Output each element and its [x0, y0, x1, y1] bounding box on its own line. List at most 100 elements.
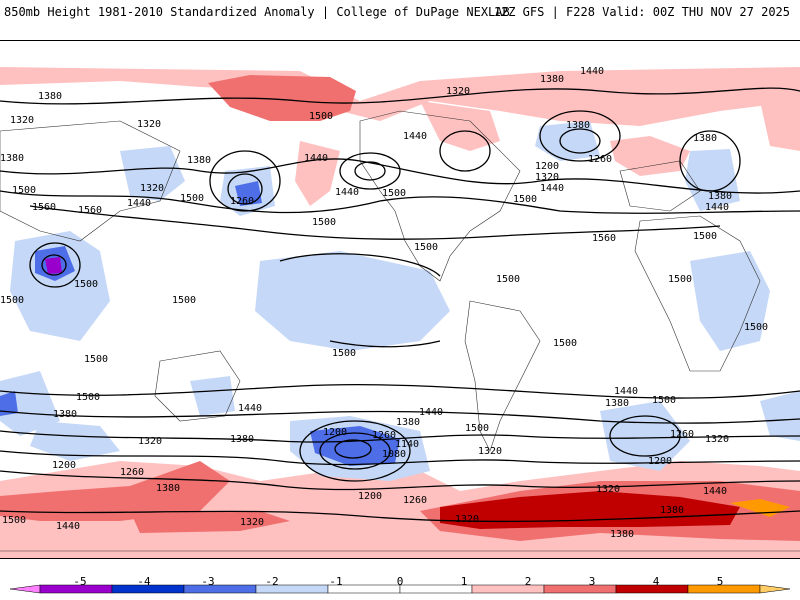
- south-america-outline: [464, 300, 541, 452]
- contour-label: 1380: [693, 133, 717, 144]
- contour-label: 1320: [535, 172, 559, 183]
- negative-anomaly-s-atlantic: [600, 401, 690, 471]
- contour-label: 1500: [414, 242, 438, 253]
- map-title: 850mb Height 1981-2010 Standardized Anom…: [4, 5, 510, 19]
- contour-label: 1440: [703, 486, 727, 497]
- contour-1500-south: [0, 384, 800, 399]
- contour-label: 1440: [56, 521, 80, 532]
- contour-label: 1500: [652, 395, 676, 406]
- contour-label: 1320: [137, 119, 161, 130]
- contour-labels: 1380 1380 1440 1320 1320 1320 1380 1380 …: [0, 66, 768, 540]
- contour-label: 1380: [566, 120, 590, 131]
- contour-label: 1260: [230, 196, 254, 207]
- contour-label: 1500: [172, 295, 196, 306]
- greenland-low: [539, 110, 621, 162]
- contour-label: 1260: [670, 429, 694, 440]
- model-valid-time: 12Z GFS | F228 Valid: 00Z THU NOV 27 202…: [493, 5, 790, 19]
- europe-outline: [619, 160, 701, 212]
- strong-anomaly-s-pacific: [130, 511, 290, 533]
- contour-label: 1260: [403, 495, 427, 506]
- contour-label: 1440: [419, 407, 443, 418]
- colorbar-segment: [183, 584, 257, 594]
- colorbar-tick-label: 3: [588, 575, 596, 588]
- negative-anomaly-sw-indian-2: [0, 391, 18, 416]
- siberia-low-inner: [227, 173, 263, 205]
- north-america-outline: [359, 110, 521, 282]
- colorbar-tick-label: -1: [329, 575, 343, 588]
- stronger-negative-s-pacific-low: [310, 426, 400, 466]
- colorbar-left-arrow: [9, 584, 41, 594]
- colorbar-tick-label: 0: [396, 575, 404, 588]
- contour-label: 1320: [455, 514, 479, 525]
- negative-anomaly-tropical-pacific: [255, 251, 450, 351]
- negative-anomaly-se-atlantic: [760, 391, 800, 441]
- contour-label: 1500: [74, 279, 98, 290]
- colorbar-tick-label: 4: [652, 575, 660, 588]
- contour-label: 1500: [465, 423, 489, 434]
- contour-label: 1500: [693, 231, 717, 242]
- contour-1320-south: [0, 450, 800, 466]
- cyclone-core: [45, 257, 62, 274]
- contour-label: 1500: [382, 188, 406, 199]
- colorbar-right-arrow: [759, 584, 791, 594]
- contour-label: 1500: [180, 193, 204, 204]
- contour-label: 1380: [540, 74, 564, 85]
- contour-label: 1560: [78, 205, 102, 216]
- contour-1440-south: [0, 410, 800, 424]
- contour-label: 1380: [605, 398, 629, 409]
- negative-anomaly-australia: [190, 376, 235, 416]
- contour-label: 1500: [668, 274, 692, 285]
- contour-label: 1500: [744, 322, 768, 333]
- contour-label: 1440: [335, 187, 359, 198]
- contour-label: 1320: [138, 436, 162, 447]
- contour-1500-north: [0, 190, 800, 214]
- aleutian-low: [339, 152, 401, 190]
- s-pacific-low-outer: [299, 420, 411, 482]
- contour-label: 1380: [156, 483, 180, 494]
- contour-label: 1080: [382, 449, 406, 460]
- contour-label: 1260: [120, 467, 144, 478]
- contour-label: 1320: [240, 517, 264, 528]
- contour-label: 1320: [140, 183, 164, 194]
- contour-1260-south: [0, 470, 800, 491]
- s-pacific-low-mid: [319, 432, 391, 470]
- contour-1560-north: [29, 205, 721, 240]
- contour-label: 1260: [372, 430, 396, 441]
- positive-anomaly-arctic: [0, 67, 800, 126]
- colorbar-tick-label: -4: [137, 575, 151, 588]
- strong-anomaly-s-indian: [0, 461, 230, 521]
- colorbar-tick-label: -3: [201, 575, 215, 588]
- contour-label: 1380: [660, 505, 684, 516]
- contour-1380-south: [0, 430, 800, 443]
- anomaly-colorbar: [9, 584, 791, 594]
- contour-label: 1380: [230, 434, 254, 445]
- positive-anomaly-ne-asia: [760, 96, 800, 151]
- contour-label: 1560: [32, 202, 56, 213]
- contour-label: 1560: [592, 233, 616, 244]
- contour-label: 1440: [540, 183, 564, 194]
- positive-anomaly-alaska: [208, 75, 356, 121]
- contour-label: 1140: [395, 439, 419, 450]
- contour-label: 1440: [127, 198, 151, 209]
- negative-anomaly-e-pacific: [30, 421, 120, 461]
- contour-label: 1200: [358, 491, 382, 502]
- contour-label: 1380: [38, 91, 62, 102]
- contour-1380-north: [0, 87, 800, 105]
- colorbar-segment: [543, 584, 617, 594]
- contour-label: 1200: [648, 456, 672, 467]
- negative-anomaly-greenland: [535, 121, 600, 161]
- contour-label: 1440: [705, 202, 729, 213]
- cyclone-ring-1: [29, 242, 81, 288]
- aleutian-low-inner: [354, 161, 386, 181]
- contour-1380-far-south: [0, 510, 800, 523]
- contour-label: 1500: [12, 185, 36, 196]
- stronger-negative-kamchatka: [235, 181, 262, 206]
- contour-label: 1380: [610, 529, 634, 540]
- cyclone-ring-2: [41, 254, 67, 276]
- siberia-low: [209, 150, 281, 212]
- contour-label: 1320: [596, 484, 620, 495]
- contour-label: 1380: [0, 153, 24, 164]
- negative-anomaly-sw-indian: [0, 371, 60, 436]
- contour-label: 1380: [708, 191, 732, 202]
- europe-low: [679, 130, 741, 192]
